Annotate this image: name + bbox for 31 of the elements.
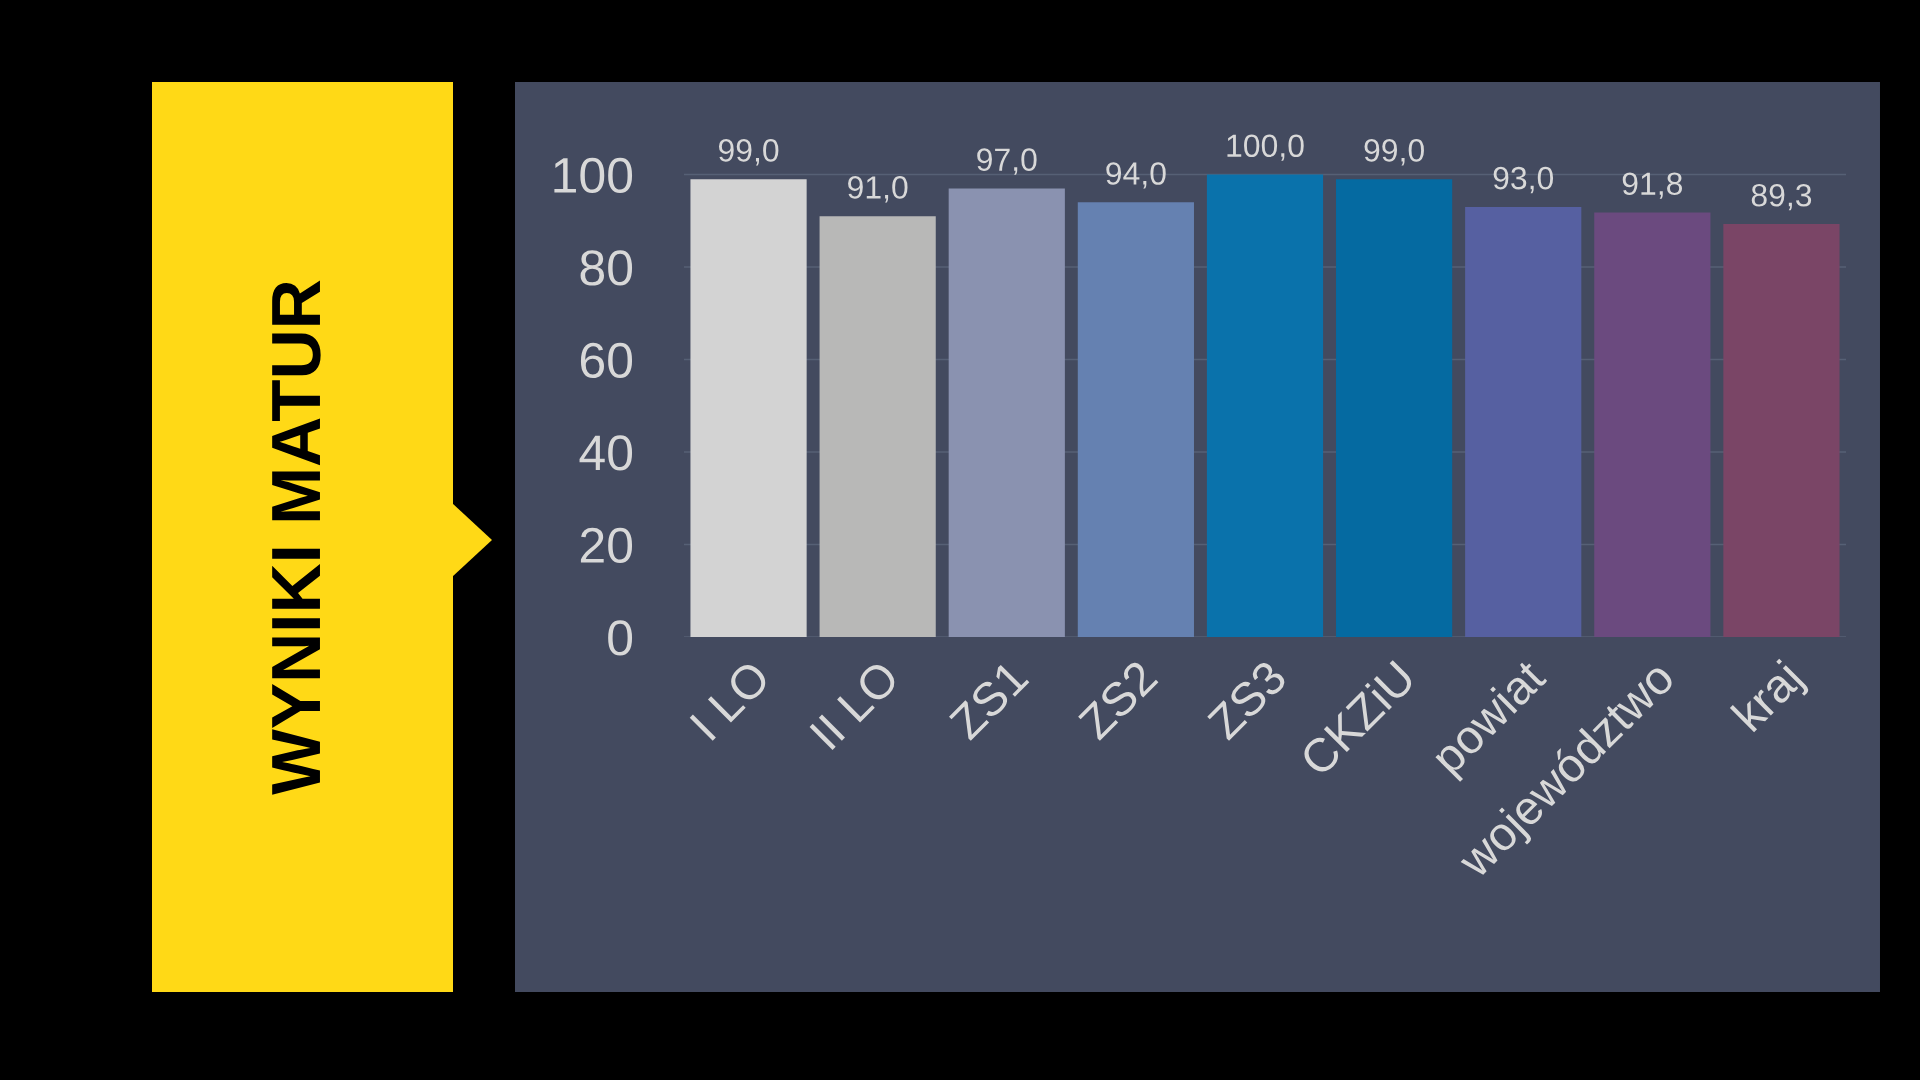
data-label: 91,8 xyxy=(1622,172,1683,199)
x-tick-label: II LO xyxy=(809,658,901,751)
y-tick-label: 40 xyxy=(579,435,633,471)
data-label: 89,3 xyxy=(1751,183,1812,211)
x-tick-label: I LO xyxy=(689,658,772,741)
data-label: 91,0 xyxy=(848,176,908,203)
bar xyxy=(1465,206,1582,637)
y-tick-label: 60 xyxy=(580,342,633,379)
x-tick-label: kraj xyxy=(1729,658,1811,740)
text: WYNIKI MATUR xyxy=(272,280,321,795)
data-label: 99,0 xyxy=(718,139,779,166)
bar xyxy=(1077,202,1194,637)
y-tick-label: 0 xyxy=(608,620,633,656)
x-tick-label: ZS3 xyxy=(1205,658,1289,742)
data-label: 94,0 xyxy=(1106,162,1166,189)
bar xyxy=(1723,223,1840,637)
bar xyxy=(948,188,1065,637)
bar xyxy=(690,179,807,637)
y-tick-label: 80 xyxy=(580,250,633,286)
data-label: 100,0 xyxy=(1227,134,1304,161)
bar xyxy=(1206,174,1324,637)
x-tick-label: ZS2 xyxy=(1076,659,1159,742)
data-label: 99,0 xyxy=(1364,139,1424,166)
bar xyxy=(1594,212,1711,637)
bar xyxy=(1336,179,1453,637)
y-tick-label: 100 xyxy=(554,157,633,194)
bar xyxy=(819,216,936,637)
data-label: 97,0 xyxy=(977,148,1037,175)
y-tick-label: 20 xyxy=(580,527,633,564)
data-label: 93,0 xyxy=(1493,166,1554,194)
x-tick-label: ZS1 xyxy=(947,658,1030,742)
